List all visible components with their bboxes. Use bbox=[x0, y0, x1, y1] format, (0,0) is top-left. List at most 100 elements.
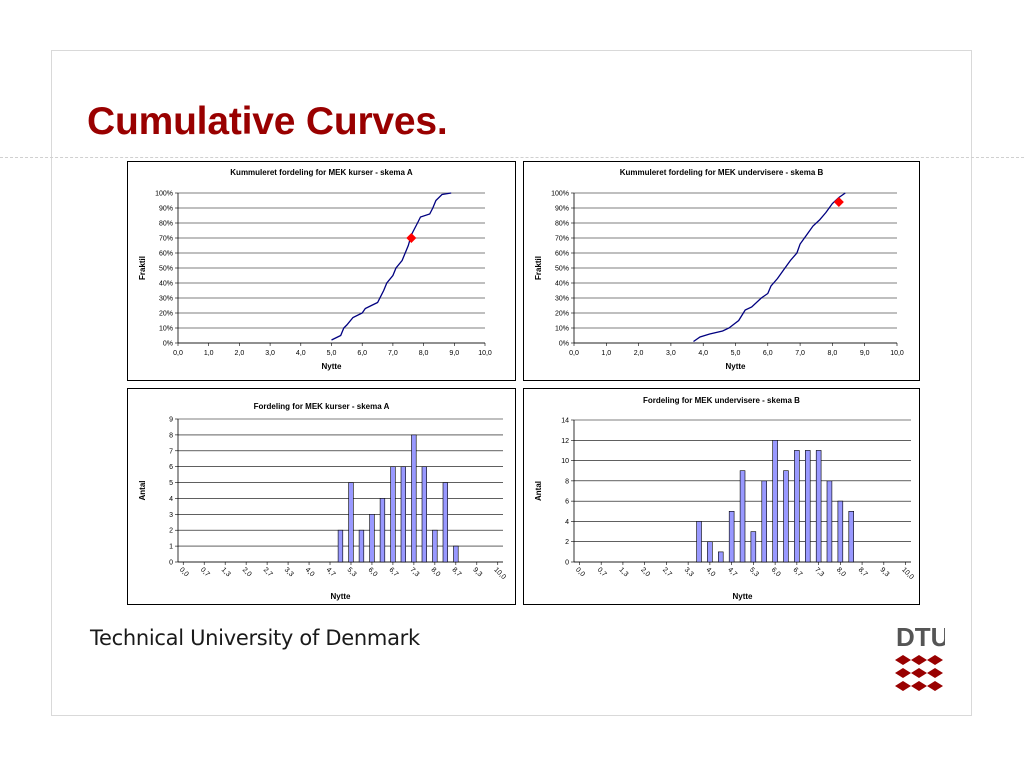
tick-label-y: 8 bbox=[169, 432, 173, 439]
tick-label-y: 60% bbox=[555, 251, 569, 258]
tick-label-x: 10,0 bbox=[890, 350, 904, 357]
tick-label-x: 0,7 bbox=[199, 566, 211, 578]
marker-point bbox=[833, 197, 844, 207]
tick-label-y: 2 bbox=[169, 528, 173, 535]
tick-label-x: 5,3 bbox=[748, 566, 760, 578]
tick-label-x: 3,0 bbox=[265, 350, 275, 357]
tick-label-x: 8,7 bbox=[450, 566, 462, 578]
divider-line bbox=[0, 157, 1024, 158]
tick-label-y: 80% bbox=[159, 221, 173, 228]
tick-label-y: 0% bbox=[559, 341, 569, 348]
bar bbox=[750, 531, 757, 563]
tick-label-y: 50% bbox=[159, 266, 173, 273]
tick-label-x: 0,0 bbox=[173, 350, 183, 357]
chart-cumulative-b: Kummuleret fordeling for MEK undervisere… bbox=[523, 161, 920, 381]
tick-label-x: 5,0 bbox=[327, 350, 337, 357]
tick-label-y: 90% bbox=[159, 206, 173, 213]
bar bbox=[794, 450, 800, 563]
tick-label-x: 2,0 bbox=[634, 350, 644, 357]
tick-label-x: 7,3 bbox=[408, 566, 420, 578]
tick-label-x: 9,0 bbox=[860, 350, 870, 357]
tick-label-y: 14 bbox=[561, 418, 569, 425]
tick-label-x: 2,0 bbox=[235, 350, 245, 357]
tick-label-y: 40% bbox=[159, 281, 173, 288]
chart-title: Fordeling for MEK undervisere - skema B bbox=[643, 396, 800, 405]
tick-label-y: 6 bbox=[169, 464, 173, 471]
footer-university-name: Technical University of Denmark bbox=[90, 626, 420, 650]
tick-label-x: 3,3 bbox=[683, 566, 695, 578]
bar bbox=[728, 511, 735, 563]
tick-label-x: 10,0 bbox=[492, 566, 507, 581]
tick-label-x: 9,0 bbox=[449, 350, 459, 357]
tick-label-y: 100% bbox=[155, 191, 173, 198]
tick-label-y: 20% bbox=[159, 311, 173, 318]
tick-label-y: 40% bbox=[555, 281, 569, 288]
chart-cumulative-a-svg: Kummuleret fordeling for MEK kurser - sk… bbox=[138, 168, 492, 371]
tick-label-x: 6,0 bbox=[367, 566, 379, 578]
tick-label-x: 1,0 bbox=[601, 350, 611, 357]
bar bbox=[390, 466, 396, 563]
tick-label-y: 1 bbox=[169, 544, 173, 551]
tick-label-x: 8,7 bbox=[857, 566, 869, 578]
chart-title: Kummuleret fordeling for MEK undervisere… bbox=[620, 168, 824, 177]
slide-frame bbox=[51, 50, 972, 716]
bar bbox=[826, 480, 833, 563]
chart-title: Fordeling for MEK kurser - skema A bbox=[254, 402, 390, 411]
tick-label-x: 9,3 bbox=[471, 566, 483, 578]
axis-label-x: Nytte bbox=[725, 362, 746, 371]
bar bbox=[739, 470, 746, 563]
tick-label-x: 6,7 bbox=[791, 566, 803, 578]
bar bbox=[804, 450, 811, 563]
tick-label-x: 9,3 bbox=[878, 566, 890, 578]
bar bbox=[411, 434, 417, 563]
tick-label-x: 2,7 bbox=[262, 566, 274, 578]
bar bbox=[400, 466, 406, 563]
tick-label-x: 2,0 bbox=[241, 566, 253, 578]
series-line bbox=[693, 192, 846, 343]
bar bbox=[783, 470, 789, 563]
bar bbox=[815, 450, 822, 563]
tick-label-x: 10,0 bbox=[478, 350, 492, 357]
tick-label-x: 5,0 bbox=[731, 350, 741, 357]
tick-label-x: 1,0 bbox=[204, 350, 214, 357]
dtu-logo-text: DTU bbox=[896, 622, 945, 652]
tick-label-x: 4,7 bbox=[726, 566, 738, 578]
tick-label-x: 5,3 bbox=[346, 566, 358, 578]
tick-label-x: 1,3 bbox=[618, 566, 630, 578]
tick-label-x: 0,7 bbox=[596, 566, 608, 578]
tick-label-y: 60% bbox=[159, 251, 173, 258]
slide-title: Cumulative Curves. bbox=[87, 100, 448, 143]
tick-label-x: 0,0 bbox=[178, 566, 190, 578]
tick-label-y: 0 bbox=[565, 560, 569, 567]
tick-label-y: 12 bbox=[561, 438, 569, 445]
tick-label-y: 9 bbox=[169, 417, 173, 424]
bar bbox=[348, 482, 354, 563]
tick-label-x: 4,0 bbox=[698, 350, 708, 357]
axis-label-y: Antal bbox=[534, 481, 543, 501]
tick-label-y: 6 bbox=[565, 499, 569, 506]
tick-label-y: 3 bbox=[169, 512, 173, 519]
bar bbox=[379, 498, 386, 563]
tick-label-x: 4,0 bbox=[304, 566, 316, 578]
tick-label-y: 100% bbox=[551, 191, 569, 198]
bar bbox=[421, 466, 427, 563]
tick-label-y: 30% bbox=[159, 296, 173, 303]
tick-label-x: 7,0 bbox=[795, 350, 805, 357]
tick-label-y: 30% bbox=[555, 296, 569, 303]
tick-label-y: 5 bbox=[169, 480, 173, 487]
tick-label-x: 1,3 bbox=[220, 566, 232, 578]
bar bbox=[837, 500, 844, 563]
tick-label-x: 4,0 bbox=[704, 566, 716, 578]
chart-histogram-b: Fordeling for MEK undervisere - skema B 0… bbox=[523, 388, 920, 605]
bar bbox=[718, 551, 724, 563]
chart-histogram-b-svg: Fordeling for MEK undervisere - skema B 0… bbox=[534, 396, 915, 601]
bar bbox=[453, 545, 459, 563]
bar bbox=[369, 514, 375, 563]
tick-label-x: 0,0 bbox=[569, 350, 579, 357]
bar bbox=[707, 541, 713, 563]
tick-label-y: 4 bbox=[169, 496, 173, 503]
axis-label-y: Fraktil bbox=[534, 256, 543, 280]
tick-label-x: 8,0 bbox=[835, 566, 847, 578]
axis-label-x: Nytte bbox=[330, 592, 351, 601]
chart-histogram-a-svg: Fordeling for MEK kurser - skema A 0 1 2 3 4 5… bbox=[138, 402, 507, 601]
